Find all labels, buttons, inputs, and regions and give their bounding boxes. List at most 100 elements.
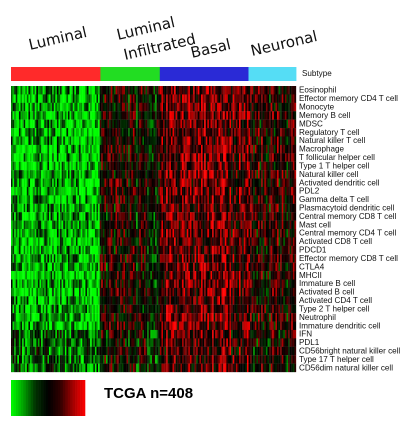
heatmap-cell: [170, 245, 173, 255]
heatmap-cell: [208, 203, 211, 213]
heatmap-cell: [17, 237, 20, 246]
heatmap-cell: [194, 94, 197, 103]
heatmap-cell: [82, 271, 84, 280]
heatmap-cell: [28, 220, 31, 230]
heatmap-cell: [102, 178, 105, 188]
heatmap-cell: [178, 355, 181, 364]
heatmap-cell: [121, 203, 124, 213]
heatmap-cell: [18, 279, 21, 289]
heatmap-cell: [45, 296, 48, 305]
heatmap-cell: [90, 186, 92, 196]
heatmap-cell: [191, 237, 194, 246]
heatmap-cell: [224, 355, 227, 364]
heatmap-cell: [74, 355, 77, 364]
heatmap-cell: [109, 94, 111, 103]
heatmap-cell: [12, 237, 15, 246]
heatmap-cell: [15, 271, 18, 280]
heatmap-cell: [123, 262, 126, 272]
heatmap-cell: [169, 254, 172, 263]
heatmap-cell: [115, 304, 118, 314]
heatmap-cell: [226, 94, 229, 103]
heatmap-cell: [56, 153, 59, 162]
heatmap-cell: [53, 128, 56, 137]
heatmap-cells: [11, 86, 297, 373]
heatmap-cell: [33, 329, 35, 339]
heatmap-cell: [25, 346, 27, 356]
heatmap-cell: [64, 203, 67, 213]
heatmap-cell: [131, 262, 134, 272]
heatmap-cell: [131, 237, 134, 246]
heatmap-cell: [178, 128, 181, 137]
heatmap-cell: [37, 186, 40, 196]
heatmap-cell: [218, 178, 221, 188]
heatmap-cell: [53, 346, 56, 356]
heatmap-cell: [77, 186, 80, 196]
heatmap-cell: [102, 161, 105, 171]
heatmap-cell: [106, 128, 108, 137]
heatmap-cell: [22, 203, 24, 213]
heatmap-cell: [85, 212, 88, 221]
heatmap-cell: [25, 144, 27, 154]
heatmap-cell: [104, 119, 107, 129]
heatmap-cell: [191, 203, 194, 213]
heatmap-cell: [177, 245, 179, 255]
heatmap-cell: [91, 136, 94, 146]
heatmap-cell: [96, 346, 99, 356]
heatmap-cell: [125, 254, 127, 263]
heatmap-cell: [197, 102, 200, 112]
heatmap-cell: [183, 102, 186, 112]
heatmap-cell: [189, 363, 192, 373]
heatmap-cell: [42, 321, 45, 331]
heatmap-cell: [71, 102, 73, 112]
heatmap-cell: [131, 212, 134, 221]
heatmap-cell: [17, 136, 20, 146]
heatmap-cell: [87, 119, 89, 129]
heatmap-cell: [155, 363, 157, 373]
heatmap-cell: [42, 287, 45, 297]
heatmap-cell: [151, 178, 154, 188]
heatmap-cell: [87, 329, 89, 339]
heatmap-cell: [110, 170, 113, 179]
heatmap-cell: [66, 287, 69, 297]
heatmap-cell: [53, 338, 56, 347]
heatmap-cell: [132, 161, 135, 171]
heatmap-cell: [63, 229, 65, 238]
heatmap-cell: [164, 304, 167, 314]
heatmap-cell: [22, 94, 24, 103]
heatmap-cell: [237, 153, 240, 162]
heatmap-cell: [237, 186, 240, 196]
heatmap-cell: [53, 86, 56, 95]
heatmap-cell: [158, 195, 160, 204]
heatmap-cell: [167, 186, 170, 196]
heatmap-cell: [55, 86, 58, 95]
heatmap-cell: [194, 229, 197, 238]
heatmap-cell: [204, 237, 206, 246]
heatmap-cell: [178, 321, 181, 331]
heatmap-cell: [132, 128, 135, 137]
heatmap-cell: [110, 245, 113, 255]
heatmap-cell: [126, 220, 129, 230]
heatmap-cell: [188, 313, 191, 322]
heatmap-cell: [178, 287, 181, 297]
heatmap-cell: [205, 262, 208, 272]
heatmap-cell: [74, 313, 77, 322]
heatmap-cell: [156, 195, 159, 204]
heatmap-cell: [63, 178, 65, 188]
heatmap-cell: [197, 355, 200, 364]
heatmap-cell: [120, 304, 122, 314]
heatmap-cell: [49, 287, 51, 297]
heatmap-cell: [142, 94, 145, 103]
heatmap-cell: [189, 186, 192, 196]
heatmap-cell: [205, 245, 208, 255]
heatmap-cell: [113, 153, 116, 162]
heatmap-cell: [234, 102, 236, 112]
heatmap-cell: [47, 111, 50, 120]
heatmap-cell: [220, 237, 222, 246]
heatmap-cell: [202, 220, 205, 230]
heatmap-cell: [14, 346, 16, 356]
heatmap-cell: [166, 229, 168, 238]
heatmap-cell: [115, 321, 118, 331]
heatmap-cell: [189, 237, 192, 246]
heatmap-cell: [52, 363, 54, 373]
